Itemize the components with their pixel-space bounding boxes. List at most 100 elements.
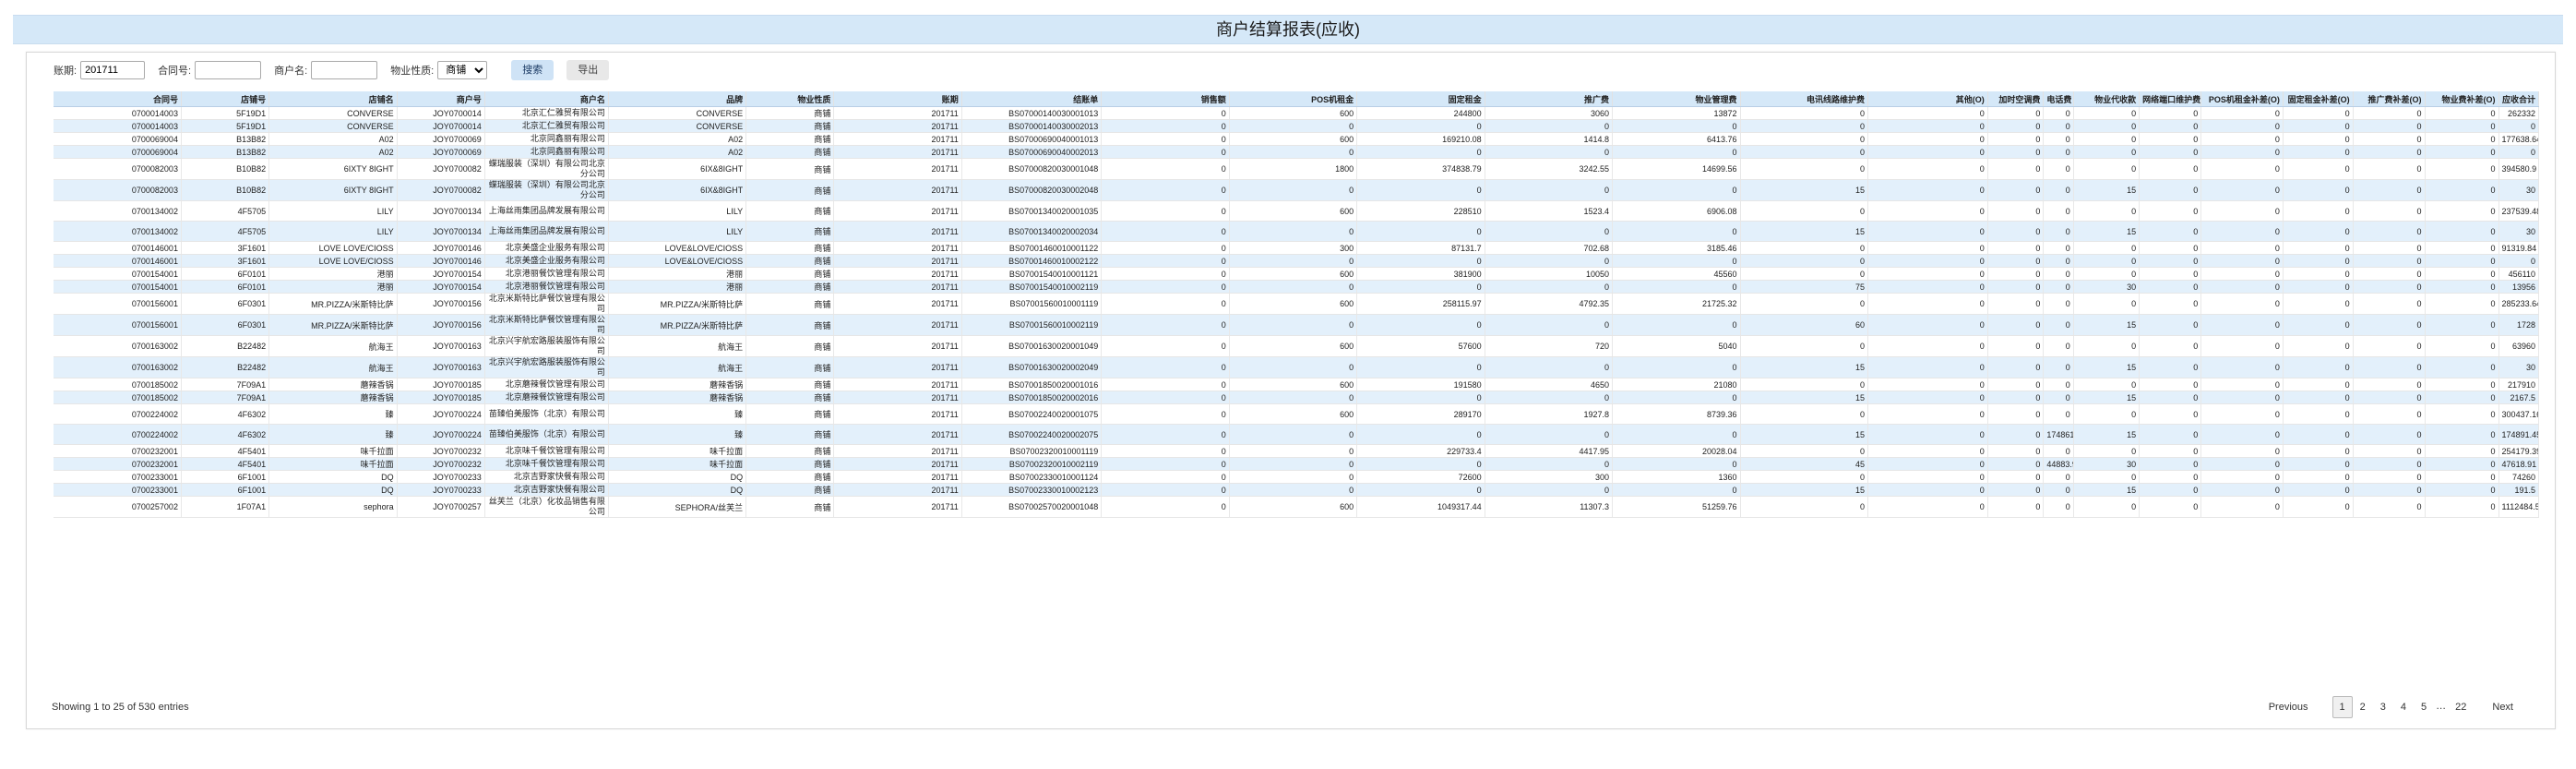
table-cell: BS07002320010002119 [961, 457, 1103, 471]
table-row[interactable]: 0700233001 6F1001 DQ JOY0700233 北京吉野家快餐有限公司 D… [54, 483, 2540, 497]
table-row[interactable]: 0700069004 B13B82 A02 JOY0700069 北京同鑫丽有限公司 A0… [54, 132, 2540, 146]
table-cell: JOY0700163 [397, 335, 485, 357]
table-header-row: 合同号 店铺号 店铺名 商户号 商户名 品牌 物业性质 账期 结账单 销售额 POS机租金 固定租金推… [54, 91, 2540, 107]
table-cell: 0 [1485, 145, 1614, 159]
table-cell: 0 [2139, 403, 2202, 425]
table-row[interactable]: 0700224002 4F6302 臻 JOY0700224 苗臻伯美服饰（北京）有限公… [54, 403, 2540, 425]
column-header[interactable]: 网络端口维护费 [2139, 91, 2202, 107]
table-cell: 港丽 [268, 280, 398, 294]
column-header[interactable]: 应收合计 [2498, 91, 2540, 107]
column-header[interactable]: 物业费补差(O) [2425, 91, 2499, 107]
column-header[interactable]: 商户号 [397, 91, 485, 107]
table-cell: 1F07A1 [181, 496, 270, 518]
export-button[interactable]: 导出 [566, 60, 610, 80]
table-row[interactable]: 0700069004 B13B82 A02 JOY0700069 北京同鑫丽有限公司 A0… [54, 145, 2540, 159]
page-button-1[interactable]: 1 [2332, 696, 2353, 718]
column-header[interactable]: 品牌 [608, 91, 747, 107]
merchant-input[interactable] [311, 61, 378, 79]
table-row[interactable]: 0700082003 B10B82 6IXTY 8IGHT JOY0700082 蝶瑞服… [54, 158, 2540, 180]
column-header[interactable]: 固定租金补差(O) [2283, 91, 2354, 107]
table-row[interactable]: 0700233001 6F1001 DQ JOY0700233 北京吉野家快餐有限公司 D… [54, 470, 2540, 484]
table-cell: 0700156001 [54, 314, 182, 336]
table-cell: 0 [1867, 335, 1988, 357]
table-cell: 0 [2498, 119, 2540, 133]
column-header[interactable]: 物业性质 [745, 91, 835, 107]
table-cell: 201711 [833, 335, 962, 357]
table-cell: 0 [2353, 496, 2426, 518]
next-page-button[interactable]: Next [2492, 702, 2513, 713]
table-cell: 51259.76 [1612, 496, 1741, 518]
table-row[interactable]: 0700014003 5F19D1 CONVERSE JOY0700014 北京汇仁雅贸… [54, 119, 2540, 133]
table-row[interactable]: 0700156001 6F0301 MR.PIZZA/米斯特比萨 JOY0700156… [54, 293, 2540, 315]
table-row[interactable]: 0700185002 7F09A1 蘑辣香锅 JOY0700185 北京蘑辣餐饮管理有限… [54, 378, 2540, 391]
table-row[interactable]: 0700134002 4F5705 LILY JOY0700134 上海丝雨集团品牌发展… [54, 221, 2540, 242]
table-row[interactable]: 0700232001 4F5401 味千拉面 JOY0700232 北京味千餐饮管理有限… [54, 444, 2540, 458]
previous-page-button[interactable]: Previous [2268, 702, 2308, 713]
table-row[interactable]: 0700082003 B10B82 6IXTY 8IGHT JOY0700082 蝶瑞服… [54, 179, 2540, 201]
table-row[interactable]: 0700163002 B22482 航海王 JOY0700163 北京兴宇航宏路服装服饰… [54, 356, 2540, 378]
table-cell: 7F09A1 [181, 378, 270, 391]
column-header[interactable]: POS机租金 [1229, 91, 1358, 107]
column-header[interactable]: 物业代收款 [2073, 91, 2141, 107]
table-row[interactable]: 0700146001 3F1601 LOVE LOVE/CIOSS JOY070014… [54, 254, 2540, 268]
table-cell: 15 [2073, 356, 2141, 378]
column-header[interactable]: 电话费 [2043, 91, 2074, 107]
table-cell: 0 [1612, 457, 1741, 471]
column-header[interactable]: 物业管理费 [1612, 91, 1741, 107]
column-header[interactable]: 其他(O) [1867, 91, 1988, 107]
page-button-2[interactable]: 2 [2359, 702, 2366, 713]
column-header[interactable]: 电讯线路维护费 [1740, 91, 1868, 107]
table-row[interactable]: 0700163002 B22482 航海王 JOY0700163 北京兴宇航宏路服装服饰… [54, 335, 2540, 357]
table-cell: 0 [2283, 424, 2354, 445]
table-row[interactable]: 0700232001 4F5401 味千拉面 JOY0700232 北京味千餐饮管理有限… [54, 457, 2540, 471]
period-input[interactable] [80, 61, 146, 79]
page-button-5[interactable]: 5 [2421, 702, 2427, 713]
column-header[interactable]: POS机租金补差(O) [2200, 91, 2284, 107]
column-header[interactable]: 加时空调费 [1987, 91, 2045, 107]
table-row[interactable]: 0700156001 6F0301 MR.PIZZA/米斯特比萨 JOY0700156… [54, 314, 2540, 336]
table-cell: 0 [2043, 119, 2074, 133]
table-cell: 300 [1229, 241, 1358, 255]
column-header[interactable]: 结账单 [961, 91, 1103, 107]
page-button-4[interactable]: 4 [2400, 702, 2406, 713]
column-header[interactable]: 店铺号 [181, 91, 270, 107]
table-cell: 0 [2139, 391, 2202, 404]
contract-input[interactable] [195, 61, 262, 79]
table-row[interactable]: 0700154001 6F0101 港丽 JOY0700154 北京港丽餐饮管理有限公司… [54, 267, 2540, 281]
table-cell: BS07002320010001119 [961, 444, 1103, 458]
table-cell: 上海丝雨集团品牌发展有限公司 [484, 200, 609, 222]
table-row[interactable]: 0700154001 6F0101 港丽 JOY0700154 北京港丽餐饮管理有限公司… [54, 280, 2540, 294]
table-row[interactable]: 0700134002 4F5705 LILY JOY0700134 上海丝雨集团品牌发展… [54, 200, 2540, 222]
page-button-last[interactable]: 22 [2455, 702, 2467, 713]
table-cell: JOY0700082 [397, 158, 485, 180]
column-header[interactable]: 销售额 [1101, 91, 1230, 107]
column-header[interactable]: 合同号 [54, 91, 182, 107]
table-cell: 1523.4 [1485, 200, 1614, 222]
table-cell: 4F5401 [181, 444, 270, 458]
search-button[interactable]: 搜索 [511, 60, 555, 80]
table-cell: 0 [2353, 132, 2426, 146]
table-cell: 1728 [2498, 314, 2540, 336]
table-cell: 0 [1987, 254, 2045, 268]
table-row[interactable]: 0700224002 4F6302 臻 JOY0700224 苗臻伯美服饰（北京）有限公… [54, 424, 2540, 445]
page-button-3[interactable]: 3 [2379, 702, 2386, 713]
table-cell: 0 [1612, 483, 1741, 497]
column-header[interactable]: 推广费补差(O) [2353, 91, 2426, 107]
table-row[interactable]: 0700185002 7F09A1 蘑辣香锅 JOY0700185 北京蘑辣餐饮管理有限… [54, 391, 2540, 404]
column-header[interactable]: 固定租金 [1356, 91, 1485, 107]
table-cell: 北京米斯特比萨餐饮管理有限公司 [484, 293, 609, 315]
table-cell: 0 [1101, 391, 1230, 404]
table-cell: 201711 [833, 158, 962, 180]
table-row[interactable]: 0700146001 3F1601 LOVE LOVE/CIOSS JOY070014… [54, 241, 2540, 255]
table-cell: 臻 [268, 424, 398, 445]
table-cell: 商铺 [745, 356, 835, 378]
table-cell: 600 [1229, 378, 1358, 391]
property-type-select[interactable]: 商铺 [437, 61, 488, 79]
table-row[interactable]: 0700014003 5F19D1 CONVERSE JOY0700014 北京汇仁雅贸… [54, 106, 2540, 120]
table-row[interactable]: 0700257002 1F07A1 sephora JOY0700257 丝芙兰（北京）… [54, 496, 2540, 518]
column-header[interactable]: 店铺名 [268, 91, 398, 107]
table-cell: 0 [2353, 145, 2426, 159]
column-header[interactable]: 账期 [833, 91, 962, 107]
column-header[interactable]: 推广费 [1485, 91, 1614, 107]
column-header[interactable]: 商户名 [484, 91, 609, 107]
